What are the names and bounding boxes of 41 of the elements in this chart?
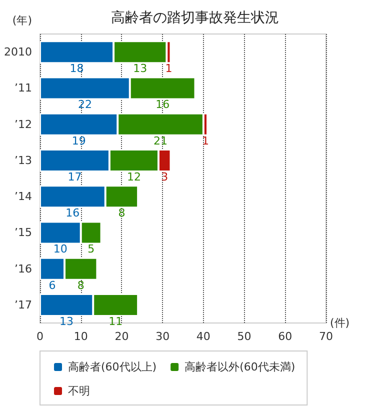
data-label: 6 — [48, 278, 56, 292]
data-label: 5 — [88, 242, 95, 256]
y-tick-label: ’17 — [14, 298, 32, 312]
data-label: 17 — [68, 170, 82, 184]
y-tick-label: 2010 — [4, 46, 32, 59]
legend-label: 高齢者(60代以上) — [68, 360, 157, 374]
y-tick-label: ’15 — [14, 226, 32, 240]
y-tick-label: ’13 — [14, 154, 32, 167]
data-label: 11 — [108, 314, 123, 328]
data-label: 16 — [156, 98, 170, 112]
data-label: 18 — [70, 62, 84, 76]
x-tick-label: 30 — [156, 330, 170, 343]
x-tick-label: 20 — [114, 330, 129, 343]
data-label: 1 — [202, 134, 209, 148]
data-label: 8 — [118, 206, 126, 220]
data-label: 10 — [53, 242, 68, 256]
data-label: 22 — [78, 98, 92, 112]
data-label: 19 — [72, 134, 86, 148]
x-tick-label: 60 — [278, 330, 292, 343]
data-label: 13 — [133, 62, 148, 76]
x-tick-label: 10 — [74, 330, 88, 343]
data-label: 3 — [161, 170, 168, 184]
data-label: 1 — [165, 62, 172, 76]
legend-label: 不明 — [68, 384, 90, 398]
data-label: 16 — [66, 206, 80, 220]
data-label: 13 — [60, 314, 74, 328]
chart-title: 高齢者の踏切事故発生状況 — [111, 10, 279, 26]
y-tick-label: ’11 — [14, 82, 32, 95]
data-label: 12 — [126, 170, 141, 184]
x-tick-label: 50 — [237, 330, 252, 343]
y-axis-title: (年) — [12, 14, 32, 27]
data-label: 8 — [77, 278, 84, 292]
x-axis-title: (件) — [330, 316, 350, 330]
x-tick-label: 0 — [36, 330, 44, 343]
y-tick-label: ’14 — [14, 190, 32, 204]
data-label: 21 — [154, 134, 168, 148]
x-tick-label: 70 — [319, 330, 333, 343]
x-tick-label: 40 — [196, 330, 210, 343]
y-tick-label: ’16 — [14, 262, 32, 276]
y-tick-label: ’12 — [14, 118, 32, 131]
legend-label: 高齢者以外(60代未満) — [184, 360, 296, 374]
